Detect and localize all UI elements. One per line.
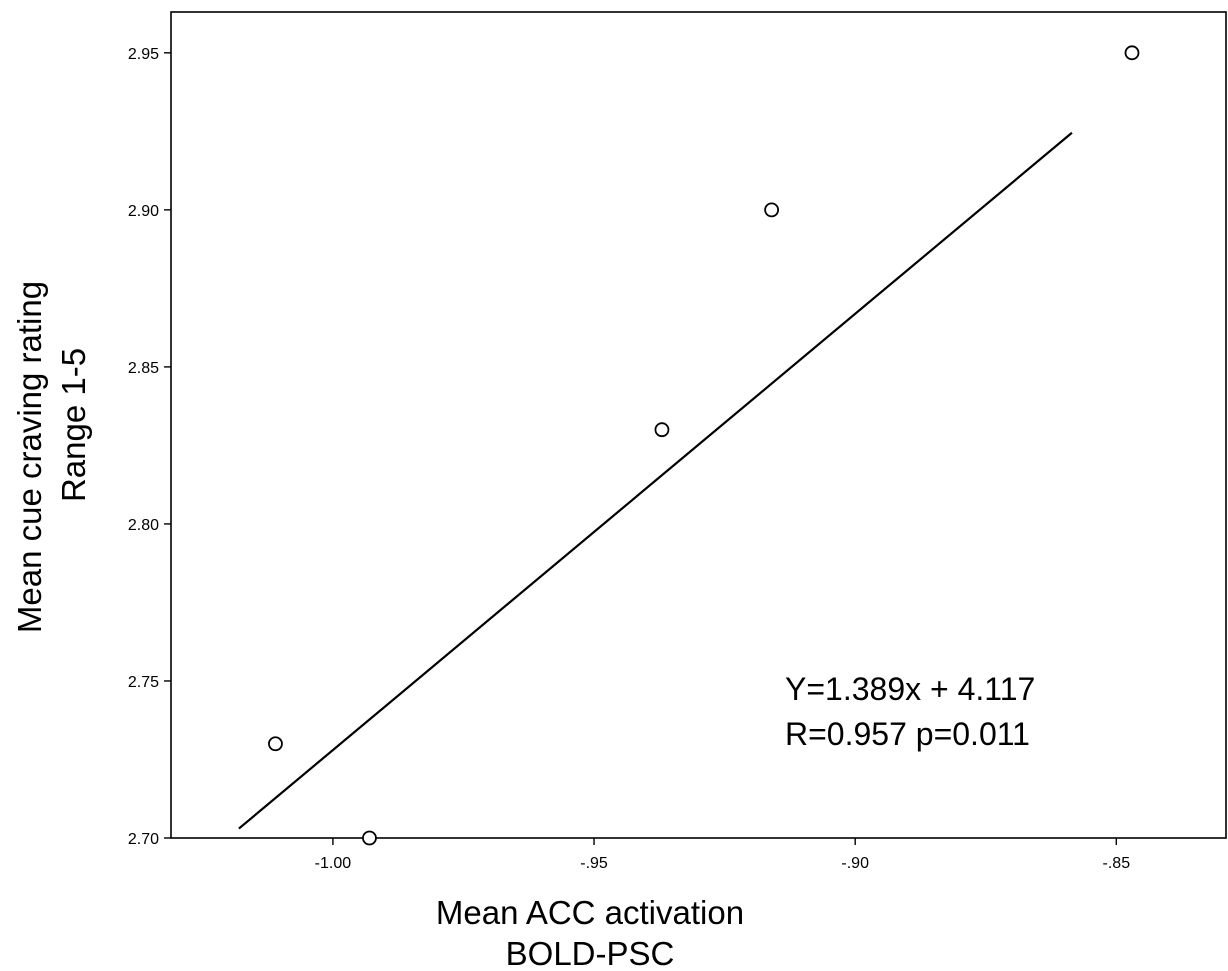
regression-line [238,131,1073,830]
regression-equation: Y=1.389x + 4.117 [785,671,1035,707]
y-axis-ticks: 2.70 2.75 2.80 2.85 2.90 2.95 [128,46,171,848]
correlation-stats: R=0.957 p=0.011 [785,716,1030,752]
x-tick-label: -.95 [580,855,608,872]
data-point [268,736,283,752]
x-tick-label: -.85 [1103,855,1131,872]
plot-area: -1.00 -.95 -.90 -.85 2.702.752.802.852.902.… [128,11,1227,872]
x-tick-label: -1.00 [315,855,352,872]
y-tick-label: 2.85 [128,360,159,377]
y-tick-label: 2.95 [128,46,159,63]
data-point [1124,45,1140,61]
y-tick-label: 2.90 [128,203,159,220]
data-point [654,422,670,438]
plot-frame [170,11,1227,839]
data-point [362,830,377,846]
y-tick-label: 2.70 [128,831,159,848]
data-points [268,45,1140,846]
y-tick-label: 2.80 [128,517,159,534]
y-axis-title-line-2: Range 1-5 [55,348,92,502]
x-axis-ticks: -1.00 -.95 -.90 -.85 [315,838,1131,872]
y-axis-title-line-1: Mean cue craving rating [11,281,48,633]
x-tick-label: -.90 [841,855,869,872]
x-axis-title-line-1: Mean ACC activation [436,894,744,931]
y-tick-label: 2.75 [128,674,159,691]
x-axis-title-line-2: BOLD-PSC [506,935,675,971]
data-point [764,202,780,218]
